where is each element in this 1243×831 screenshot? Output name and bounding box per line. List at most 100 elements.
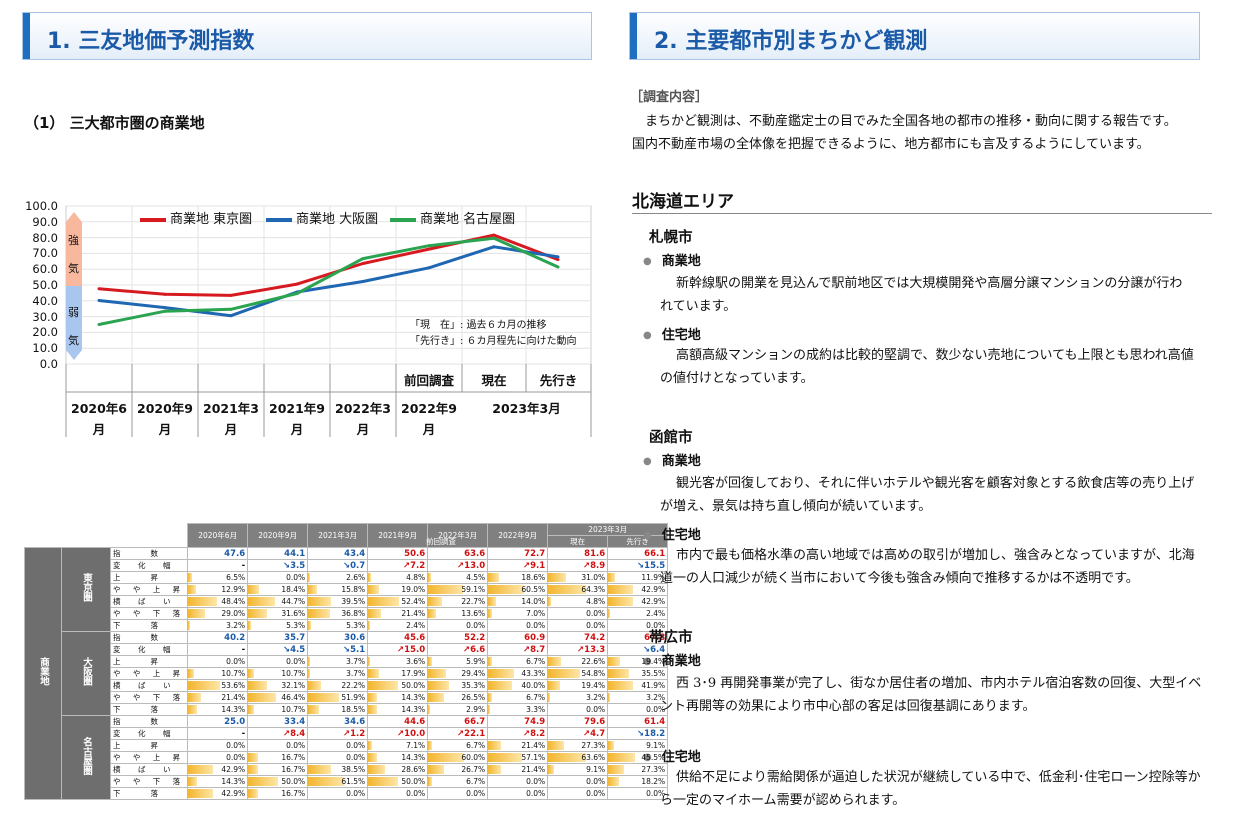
table-header: 2022年9月 xyxy=(487,523,549,548)
y-tick-label: 100.0 xyxy=(25,199,58,213)
table-cell-percent: 35.5% xyxy=(607,667,669,680)
percent-bar xyxy=(248,597,275,606)
percent-bar xyxy=(368,777,398,786)
table-cell-percent: 9.1% xyxy=(607,739,669,752)
table-cell-percent: 0.0% xyxy=(187,739,249,752)
data-point xyxy=(427,266,431,270)
percent-bar xyxy=(368,621,370,630)
percent-bar xyxy=(548,765,554,774)
table-cell-change: - xyxy=(187,643,249,656)
percent-bar xyxy=(308,777,345,786)
residential-text-2: 道一の人口減少が続く当市において今後も強含み傾向で推移するかは不透明です。 xyxy=(660,571,1139,586)
table-cell-percent: 0.0% xyxy=(307,739,369,752)
percent-bar xyxy=(248,693,276,702)
table-cell-change: ↘5.1 xyxy=(307,643,369,656)
table-cell-percent: 36.8% xyxy=(307,607,369,620)
table-cell-change: ↘15.5 xyxy=(607,559,669,572)
y-tick-label: 10.0 xyxy=(32,341,58,356)
table-cell-percent: 14.0% xyxy=(487,595,549,608)
percent-bar xyxy=(608,657,620,666)
table-cell-percent: 63.6% xyxy=(547,751,609,764)
percent-bar xyxy=(608,597,634,606)
y-tick-label: 70.0 xyxy=(32,246,58,261)
table-cell-percent: 5.3% xyxy=(247,619,309,632)
chart-note-2: 「先行き」: ６カ月程先に向けた動向 xyxy=(410,336,577,347)
percent-bar xyxy=(428,609,437,618)
table-header: 2020年6月 xyxy=(187,523,249,548)
percent-bar xyxy=(308,681,322,690)
percent-bar xyxy=(428,597,442,606)
percent-bar xyxy=(308,609,330,618)
table-cell-percent: 3.7% xyxy=(307,655,369,668)
percent-bar xyxy=(428,777,433,786)
section2-title: 2. 主要都市別まちかど観測 xyxy=(654,29,928,54)
table-cell-index: 33.4 xyxy=(247,715,309,728)
table-cell-percent: 5.9% xyxy=(427,655,489,668)
y-tick-label: 60.0 xyxy=(32,262,58,277)
table-cell-percent: 40.0% xyxy=(487,679,549,692)
strong-label-1: 強 xyxy=(68,234,79,247)
commercial-text-1: 西 3･9 再開発事業が完了し、街なか居住者の増加、市内ホテル宿泊客数の回復、大… xyxy=(676,676,1202,691)
data-point xyxy=(361,280,365,284)
commercial-label: 商業地 xyxy=(643,250,701,269)
table-cell-change: ↘3.5 xyxy=(247,559,309,572)
x-axis-grid xyxy=(65,364,592,437)
table-row-label: 横 ば い xyxy=(109,763,189,776)
table-cell-percent: 0.0% xyxy=(487,619,549,632)
table-cell-percent: 0.0% xyxy=(547,619,609,632)
data-point xyxy=(427,247,431,251)
city-name: 函館市 xyxy=(649,430,693,446)
strong-arrow-shape xyxy=(66,212,82,286)
table-cell-percent: 4.8% xyxy=(547,595,609,608)
table-cell-percent: 0.0% xyxy=(427,619,489,632)
table-cell-percent: 18.4% xyxy=(247,583,309,596)
x-label-period: 2022年9 月 xyxy=(401,401,457,437)
table-cell-change: ↗8.9 xyxy=(547,559,609,572)
percent-bar xyxy=(428,765,444,774)
x-label-2023-3: 2023年3月 xyxy=(492,401,561,416)
table-cell-percent: 26.5% xyxy=(427,691,489,704)
table-cell-percent: 0.0% xyxy=(607,787,669,800)
table-cell-index: 81.6 xyxy=(547,547,609,560)
table-cell-change: ↗8.2 xyxy=(487,727,549,740)
percent-bar xyxy=(368,609,381,618)
percent-bar xyxy=(488,765,501,774)
residential-text-1: 市内で最も価格水準の高い地域では高めの取引が増加し、強含みとなっていますが、北海 xyxy=(676,548,1195,563)
table-header: 2022年3月 xyxy=(427,523,489,548)
area-underline xyxy=(632,213,1212,214)
percent-bar xyxy=(368,585,380,594)
table-cell-percent: 31.6% xyxy=(247,607,309,620)
table-subheader-now: 現在 xyxy=(547,535,609,548)
table-region-label: 名古屋圏 xyxy=(61,715,111,800)
commercial-label: 商業地 xyxy=(643,650,701,669)
percent-bar xyxy=(608,693,611,702)
table-cell-percent: 0.0% xyxy=(187,655,249,668)
percent-bar xyxy=(428,753,464,762)
residential-text-1: 高額高級マンションの成約は比較的堅調で、数少ない売地についても上限とも思われ高値 xyxy=(676,348,1194,363)
series-line-2 xyxy=(98,236,559,326)
percent-bar xyxy=(248,765,258,774)
table-cell-percent: 21.4% xyxy=(367,607,429,620)
table-cell-percent: 6.7% xyxy=(487,691,549,704)
commercial-text-1: 観光客が回復しており、それに伴いホテルや観光客を顧客対象とする飲食店等の売り上げ xyxy=(676,476,1195,491)
table-cell-percent: 14.3% xyxy=(187,775,249,788)
percent-bar xyxy=(248,621,252,630)
percent-bar xyxy=(608,753,635,762)
percent-bar xyxy=(428,693,444,702)
table-cell-percent: 0.0% xyxy=(307,787,369,800)
table-cell-percent: 14.3% xyxy=(367,691,429,704)
table-cell-change: - xyxy=(187,559,249,572)
table-cell-change: ↗7.2 xyxy=(367,559,429,572)
percent-bar xyxy=(368,681,398,690)
percent-bar xyxy=(428,585,464,594)
table-row-label: 横 ば い xyxy=(109,679,189,692)
table-cell-percent: 9.1% xyxy=(547,763,609,776)
percent-bar xyxy=(248,705,255,714)
table-cell-percent: 3.2% xyxy=(547,691,609,704)
residential-label: 住宅地 xyxy=(643,524,701,543)
table-cell-percent: 0.0% xyxy=(547,703,609,716)
percent-bar xyxy=(188,669,195,678)
percent-bar xyxy=(548,681,560,690)
table-cell-percent: 50.0% xyxy=(367,679,429,692)
table-cell-percent: 16.7% xyxy=(247,787,309,800)
